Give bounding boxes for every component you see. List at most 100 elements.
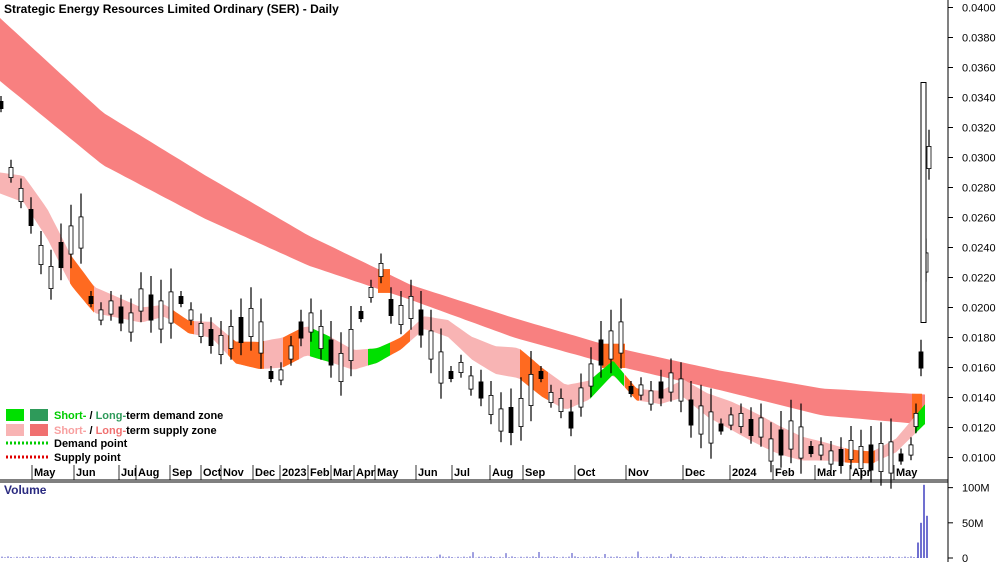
month-label: Nov [628, 467, 650, 479]
price-candle [248, 307, 254, 337]
price-candle [148, 294, 154, 321]
price-candle [118, 306, 124, 324]
price-candle [88, 295, 94, 304]
price-candle [48, 265, 54, 289]
price-candle [458, 361, 464, 373]
price-candle [128, 312, 134, 333]
price-candle [218, 334, 224, 355]
short-band-zone [368, 342, 390, 366]
legend-long-demand-swatch [30, 409, 48, 421]
price-tick-label: 0.0180 [962, 333, 996, 345]
price-tick-label: 0.0320 [962, 123, 996, 135]
price-candle [318, 325, 324, 349]
price-candle [908, 444, 914, 456]
price-tick-label: 0.0300 [962, 153, 996, 165]
price-tick-label: 0.0140 [962, 393, 996, 405]
price-tick-label: 0.0400 [962, 3, 996, 15]
month-label: May [377, 467, 399, 479]
short-band-zone [170, 307, 194, 335]
price-candle [478, 381, 484, 399]
price-candle [926, 145, 932, 169]
legend-short-demand-swatch [6, 409, 24, 421]
price-candle [518, 397, 524, 427]
price-candle [688, 399, 694, 426]
price-candle [838, 448, 844, 466]
price-tick-label: 0.0340 [962, 93, 996, 105]
price-candle [538, 370, 544, 379]
month-label: 2023 [282, 467, 306, 479]
price-candle [618, 321, 624, 354]
price-candle [738, 412, 744, 427]
price-candle [698, 405, 704, 435]
price-tick-label: 0.0380 [962, 33, 996, 45]
price-candle [408, 295, 414, 319]
month-label: Apr [356, 467, 376, 479]
month-label: Dec [685, 467, 705, 479]
price-candle [898, 453, 904, 462]
month-label: Dec [255, 467, 275, 479]
price-tick-label: 0.0280 [962, 183, 996, 195]
price-candle [578, 387, 584, 408]
price-candle [168, 291, 174, 324]
price-candle [198, 322, 204, 337]
price-candle [818, 444, 824, 456]
price-candle [398, 304, 404, 325]
volume-tick-label: 0 [962, 553, 968, 562]
price-candle [68, 225, 74, 255]
price-candle [8, 166, 14, 178]
price-candle [298, 321, 304, 339]
price-candle [358, 310, 364, 319]
price-candle [308, 312, 314, 333]
price-candle [418, 309, 424, 336]
price-candle [913, 412, 919, 427]
short-band-zone [70, 253, 94, 313]
price-candle [98, 309, 104, 321]
price-candle [268, 370, 274, 379]
price-candle [278, 369, 284, 381]
price-candle [598, 339, 604, 366]
price-candle [868, 444, 874, 471]
price-candle [608, 330, 614, 360]
price-candle [778, 429, 784, 456]
price-candle [178, 295, 184, 304]
price-candle [158, 300, 164, 330]
month-label: Mar [817, 467, 837, 479]
price-candle [828, 450, 834, 465]
price-candle [38, 244, 44, 265]
price-tick-label: 0.0200 [962, 303, 996, 315]
price-candle [468, 375, 474, 390]
price-candle [258, 321, 264, 354]
price-candle [758, 417, 764, 438]
price-candle [388, 298, 394, 316]
price-candle [288, 345, 294, 360]
legend-long-supply-swatch [30, 424, 48, 436]
legend-supply-label: Short- / Long-term supply zone [54, 425, 217, 437]
short-band-zone [390, 329, 410, 356]
legend-short-supply-swatch [6, 424, 24, 436]
price-candle [18, 187, 24, 202]
price-candle [498, 408, 504, 432]
price-candle [238, 316, 244, 343]
month-label: May [34, 467, 56, 479]
price-candle [848, 439, 854, 460]
price-candle [858, 445, 864, 469]
month-label: Feb [775, 467, 795, 479]
price-candle [668, 372, 674, 393]
price-tick-label: 0.0240 [962, 243, 996, 255]
price-candle [348, 328, 354, 361]
price-candle [558, 397, 564, 412]
price-tick-label: 0.0120 [962, 423, 996, 435]
price-candle [728, 414, 734, 426]
volume-axis: 100M 50M 0 [948, 483, 990, 562]
month-label: Jul [454, 467, 470, 479]
price-tick-label: 0.0220 [962, 273, 996, 285]
volume-tick-label: 50M [962, 518, 983, 530]
month-label: 2024 [732, 467, 757, 479]
price-candle [808, 445, 814, 454]
short-band-zone [228, 335, 264, 369]
price-candle [138, 288, 144, 312]
price-candle [718, 423, 724, 432]
month-label: Oct [203, 467, 222, 479]
price-axis: 0.0400 0.0380 0.0360 0.0340 0.0320 0.0300 0.02… [948, 3, 996, 465]
price-candle [58, 241, 64, 268]
